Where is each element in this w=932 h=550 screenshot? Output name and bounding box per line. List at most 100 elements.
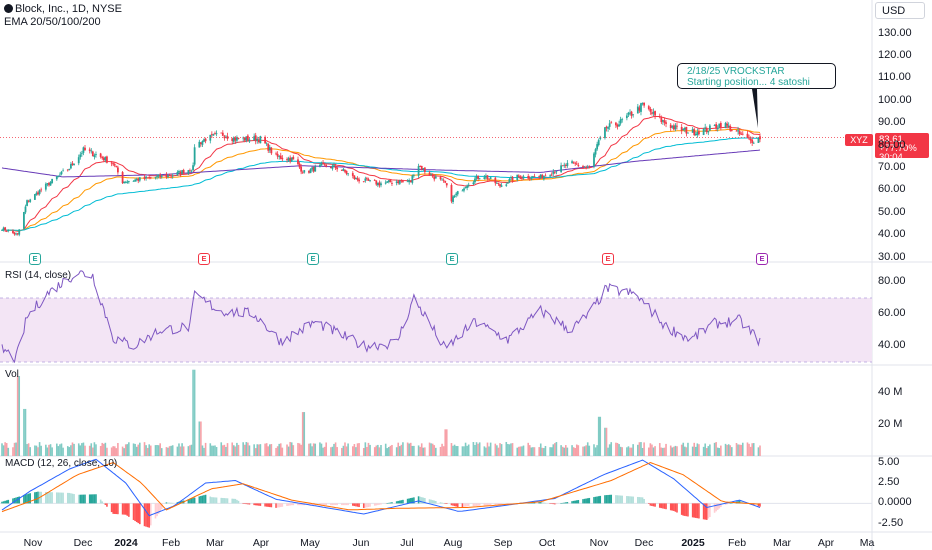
macd-histogram-bar [352,503,354,506]
candle-body [575,163,578,165]
candle-body [82,147,85,153]
volume-bar [57,446,60,456]
macd-histogram-bar [430,499,432,504]
volume-bar [341,447,343,456]
candle-body [718,123,721,128]
earnings-marker[interactable]: E [198,253,210,265]
candle-body [445,183,448,186]
macd-histogram-bar [409,498,412,504]
macd-histogram-bar [115,503,118,515]
volume-pane-label[interactable]: Vol [5,369,19,380]
macd-histogram-bar [336,503,338,506]
volume-bar [630,447,633,456]
volume-bar [160,448,163,456]
macd-histogram-bar [541,502,544,504]
candle-body [475,175,478,179]
time-axis-label: May [300,537,320,549]
candle-body [334,165,337,169]
macd-histogram-bar [384,503,387,504]
macd-histogram-bar [704,503,706,520]
candle-body [91,151,94,157]
macd-pane-label[interactable]: MACD (12, 26, close, 10) [5,458,118,469]
macd-histogram-bar [608,494,611,504]
volume-bar [275,447,277,456]
volume-bar [143,442,146,456]
candle-body [268,147,271,151]
earnings-marker[interactable]: E [446,253,458,265]
volume-bar [62,447,64,456]
candle-body [406,181,409,183]
volume-bar [533,447,536,456]
volume-bar [245,442,248,456]
volume-bar [139,442,141,456]
volume-bar [124,444,127,456]
volume-bar [746,442,749,456]
candle-body [455,193,458,196]
candle-body [29,199,32,202]
macd-histogram-bar [347,503,349,506]
macd-histogram-bar [375,503,378,506]
volume-bar [528,445,531,456]
candle-body [212,134,215,136]
volume-bar [320,443,323,456]
time-axis-label: Dec [73,537,93,549]
macd-histogram-bar [378,503,381,505]
candle-body [566,162,569,166]
volume-bar [237,444,240,456]
volume-bar [632,444,634,456]
volume-bar [571,445,573,456]
candle-body [384,182,387,184]
volume-bar [713,442,716,456]
candle-body [738,131,741,135]
volume-bar [752,443,755,456]
time-axis-label: Nov [23,537,43,549]
candle-body [641,102,644,104]
candle-body [256,138,259,141]
volume-bar [627,446,630,456]
volume-bar [231,442,234,456]
macd-histogram-bar [621,495,623,504]
macd-histogram-bar [389,502,392,504]
macd-histogram-bar [433,500,436,504]
volume-bar [452,445,454,456]
volume-bar [358,443,360,456]
rsi-tick-label: 80.00 [878,275,906,287]
candle-body [1,230,3,231]
candle-body [333,165,335,167]
volume-bar [154,445,157,456]
macd-histogram-bar [406,498,409,504]
earnings-marker[interactable]: E [756,253,768,265]
indicator-legend[interactable]: EMA 20/50/100/200 [4,16,101,28]
candle-body [71,163,74,165]
macd-histogram-bar [214,497,216,504]
candle-body [564,165,567,166]
volume-bar [486,442,489,456]
volume-bar [59,444,61,456]
currency-selector[interactable]: USD [875,2,925,19]
candle-body [198,141,201,148]
volume-bar [715,442,717,456]
candle-body [46,183,49,185]
candle-body [643,102,646,106]
candle-body [127,181,130,182]
candle-body [434,176,437,179]
rsi-pane-label[interactable]: RSI (14, close) [5,270,72,281]
candle-body [593,153,595,167]
volume-bar [344,442,346,456]
earnings-marker[interactable]: E [307,253,319,265]
earnings-marker[interactable]: E [602,253,614,265]
candle-body [112,163,115,165]
earnings-marker[interactable]: E [29,253,41,265]
candle-body [726,123,729,126]
macd-histogram-bar [615,495,617,504]
volume-bar [200,421,202,456]
candle-body [38,190,41,195]
macd-histogram-bar [586,498,589,504]
volume-bar [269,444,271,456]
macd-histogram-bar [571,501,573,504]
candle-body [320,163,323,166]
candle-body [402,181,404,182]
candle-body [264,137,267,144]
candle-body [555,171,558,173]
